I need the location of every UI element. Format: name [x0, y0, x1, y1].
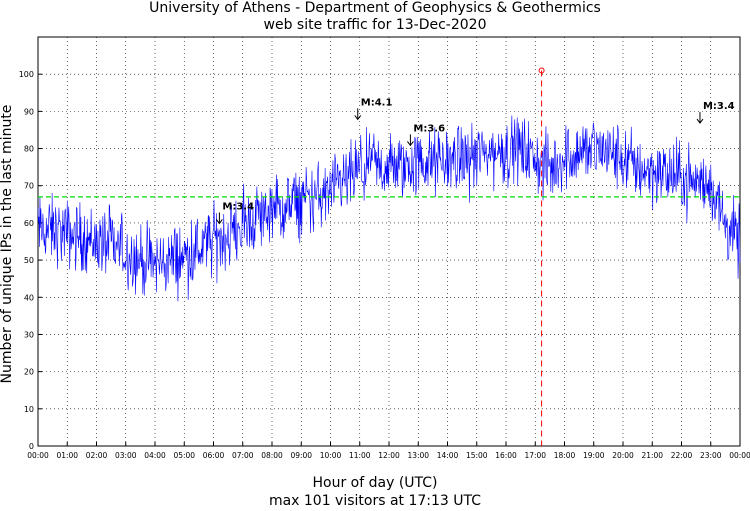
- x-tick-label: 23:00: [700, 451, 722, 460]
- annotation-arrow-head: [215, 219, 223, 225]
- x-tick-label: 05:00: [173, 451, 195, 460]
- y-tick-label: 70: [24, 182, 34, 191]
- x-tick-label: 17:00: [524, 451, 546, 460]
- y-tick-label: 10: [24, 405, 34, 414]
- series-line: [37, 115, 741, 302]
- annotation-arrow-head: [406, 141, 414, 147]
- annotation-label: M:3.6: [413, 123, 445, 134]
- overlays: M:3.4 M:4.1 M:3.6 M:3.4: [38, 67, 740, 446]
- annotation-label: M:3.4: [703, 101, 735, 112]
- annotation-label: M:3.4: [222, 201, 254, 212]
- x-tick-label: 08:00: [261, 451, 283, 460]
- x-tick-label: 06:00: [203, 451, 225, 460]
- annotation-label: M:4.1: [361, 97, 393, 108]
- x-axis-label: Hour of day (UTC): [312, 475, 438, 491]
- x-tick-label: 02:00: [86, 451, 108, 460]
- y-ticks: 0 10 20 30 40 50 60 70 80 90 100: [19, 70, 42, 451]
- x-tick-label: 07:00: [232, 451, 254, 460]
- x-tick-label: 10:00: [320, 451, 342, 460]
- y-tick-label: 0: [29, 442, 34, 451]
- x-tick-label: 00:00: [729, 451, 750, 460]
- x-tick-label: 12:00: [378, 451, 400, 460]
- y-tick-label: 100: [19, 70, 34, 79]
- y-tick-label: 80: [24, 145, 34, 154]
- x-tick-label: 09:00: [290, 451, 312, 460]
- y-tick-label: 30: [24, 330, 34, 339]
- y-tick-label: 40: [24, 293, 34, 302]
- x-tick-label: 04:00: [144, 451, 166, 460]
- x-tick-label: 16:00: [495, 451, 517, 460]
- y-tick-label: 90: [24, 107, 34, 116]
- x-tick-label: 13:00: [407, 451, 429, 460]
- x-tick-label: 00:00: [27, 451, 49, 460]
- y-tick-label: 20: [24, 368, 34, 377]
- x-tick-label: 22:00: [671, 451, 693, 460]
- max-marker: [538, 67, 545, 74]
- x-tick-label: 11:00: [349, 451, 371, 460]
- annotation-arrow-head: [696, 118, 704, 124]
- y-tick-label: 60: [24, 219, 34, 228]
- x-tick-label: 20:00: [612, 451, 634, 460]
- chart-subtitle: web site traffic for 13-Dec-2020: [263, 17, 487, 33]
- x-tick-label: 03:00: [115, 451, 137, 460]
- series-layer: [37, 115, 741, 302]
- x-tick-label: 18:00: [554, 451, 576, 460]
- x-ticks: 00:00 01:00 02:00 03:00 04:00 05:00 06:00 07:00…: [27, 442, 750, 460]
- x-tick-label: 19:00: [583, 451, 605, 460]
- chart-title: University of Athens - Department of Geo…: [149, 0, 601, 16]
- x-tick-label: 01:00: [56, 451, 78, 460]
- x-tick-label: 14:00: [437, 451, 459, 460]
- y-tick-label: 50: [24, 256, 34, 265]
- annotation-arrow-head: [354, 115, 362, 121]
- x-tick-label: 21:00: [641, 451, 663, 460]
- x-tick-label: 15:00: [466, 451, 488, 460]
- chart-footer: max 101 visitors at 17:13 UTC: [268, 493, 482, 509]
